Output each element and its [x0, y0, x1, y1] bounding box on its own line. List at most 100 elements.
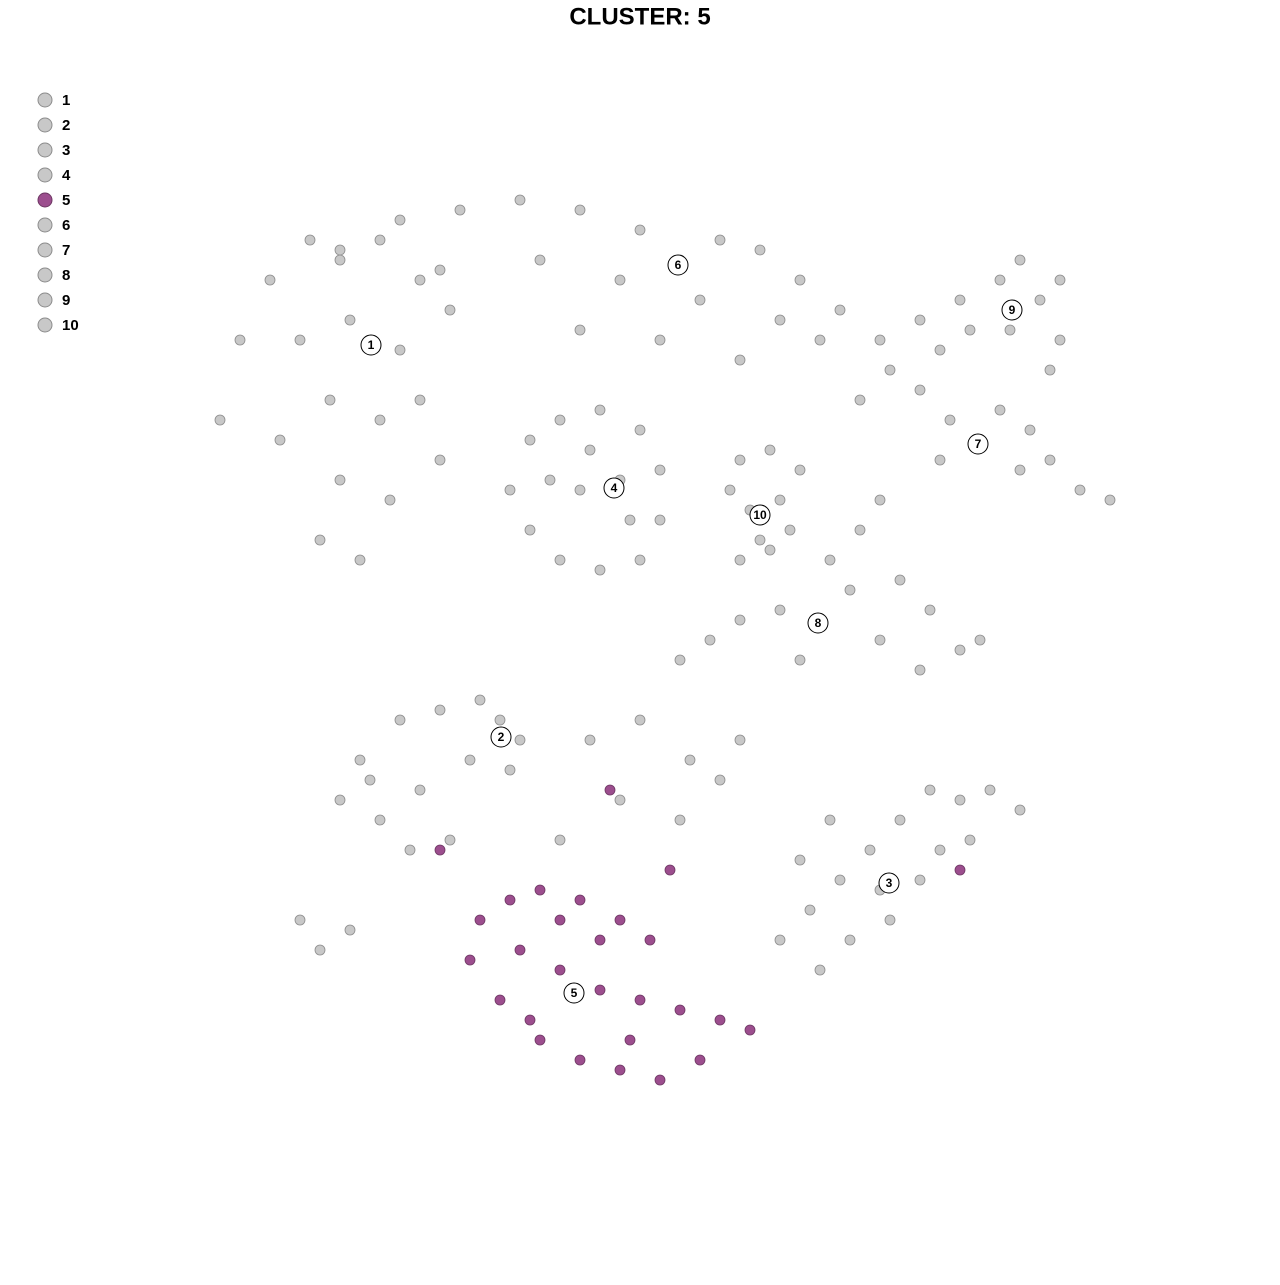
cluster-label-badge [749, 504, 771, 526]
point [954, 794, 966, 806]
point [454, 204, 466, 216]
legend-swatch [37, 267, 53, 283]
point [884, 914, 896, 926]
cluster-label-badge [1001, 299, 1023, 321]
point [954, 864, 966, 876]
point [774, 934, 786, 946]
point [794, 654, 806, 666]
point [294, 914, 306, 926]
point [394, 344, 406, 356]
point [764, 544, 776, 556]
point [654, 1074, 666, 1086]
point [794, 464, 806, 476]
point [314, 534, 326, 546]
point [334, 244, 346, 256]
point [934, 344, 946, 356]
point [414, 394, 426, 406]
point [504, 894, 516, 906]
legend-label: 2 [62, 117, 70, 134]
cluster-label-text: 1 [368, 338, 375, 352]
cluster-label-badge [490, 726, 512, 748]
point [714, 774, 726, 786]
point [874, 334, 886, 346]
point [294, 334, 306, 346]
point [624, 514, 636, 526]
point [774, 604, 786, 616]
cluster-label: 2 [490, 726, 512, 748]
point [954, 644, 966, 656]
point [894, 814, 906, 826]
cluster-label-text: 7 [975, 437, 982, 451]
point [504, 764, 516, 776]
cluster-label: 3 [878, 872, 900, 894]
point [414, 784, 426, 796]
point [474, 694, 486, 706]
point [634, 224, 646, 236]
legend-label: 4 [62, 167, 71, 184]
cluster-label-badge [360, 334, 382, 356]
point [674, 814, 686, 826]
point [984, 784, 996, 796]
point [524, 434, 536, 446]
legend-swatch [37, 117, 53, 133]
point [814, 964, 826, 976]
point [804, 904, 816, 916]
point [584, 734, 596, 746]
point [594, 404, 606, 416]
point [754, 244, 766, 256]
point [264, 274, 276, 286]
point [444, 304, 456, 316]
point [1074, 484, 1086, 496]
point [554, 964, 566, 976]
point [514, 944, 526, 956]
point [1054, 334, 1066, 346]
point [784, 524, 796, 536]
point [684, 754, 696, 766]
point [534, 254, 546, 266]
cluster-label-text: 9 [1009, 303, 1016, 317]
point [1014, 464, 1026, 476]
point [354, 754, 366, 766]
legend-label: 7 [62, 242, 70, 259]
point [394, 214, 406, 226]
point [434, 454, 446, 466]
point [614, 914, 626, 926]
point [554, 914, 566, 926]
point [794, 274, 806, 286]
point [634, 554, 646, 566]
point [994, 404, 1006, 416]
point [1044, 364, 1056, 376]
cluster-label-badge [667, 254, 689, 276]
point [964, 834, 976, 846]
cluster-label-badge [878, 872, 900, 894]
point [694, 1054, 706, 1066]
point [634, 714, 646, 726]
legend-label: 6 [62, 217, 70, 234]
point [934, 454, 946, 466]
point [364, 774, 376, 786]
point [854, 394, 866, 406]
point [1104, 494, 1116, 506]
point [594, 934, 606, 946]
point [824, 814, 836, 826]
point [234, 334, 246, 346]
point [574, 484, 586, 496]
point [774, 314, 786, 326]
point [774, 494, 786, 506]
point [594, 984, 606, 996]
point [464, 954, 476, 966]
legend-swatch [37, 242, 53, 258]
point [924, 604, 936, 616]
point [304, 234, 316, 246]
legend-label: 10 [62, 317, 79, 334]
point [924, 784, 936, 796]
cluster-label-text: 6 [675, 258, 682, 272]
point [594, 564, 606, 576]
point [714, 234, 726, 246]
cluster-label: 4 [603, 477, 625, 499]
point [694, 294, 706, 306]
point [524, 1014, 536, 1026]
cluster-label-text: 2 [498, 730, 505, 744]
point [404, 844, 416, 856]
point [654, 334, 666, 346]
